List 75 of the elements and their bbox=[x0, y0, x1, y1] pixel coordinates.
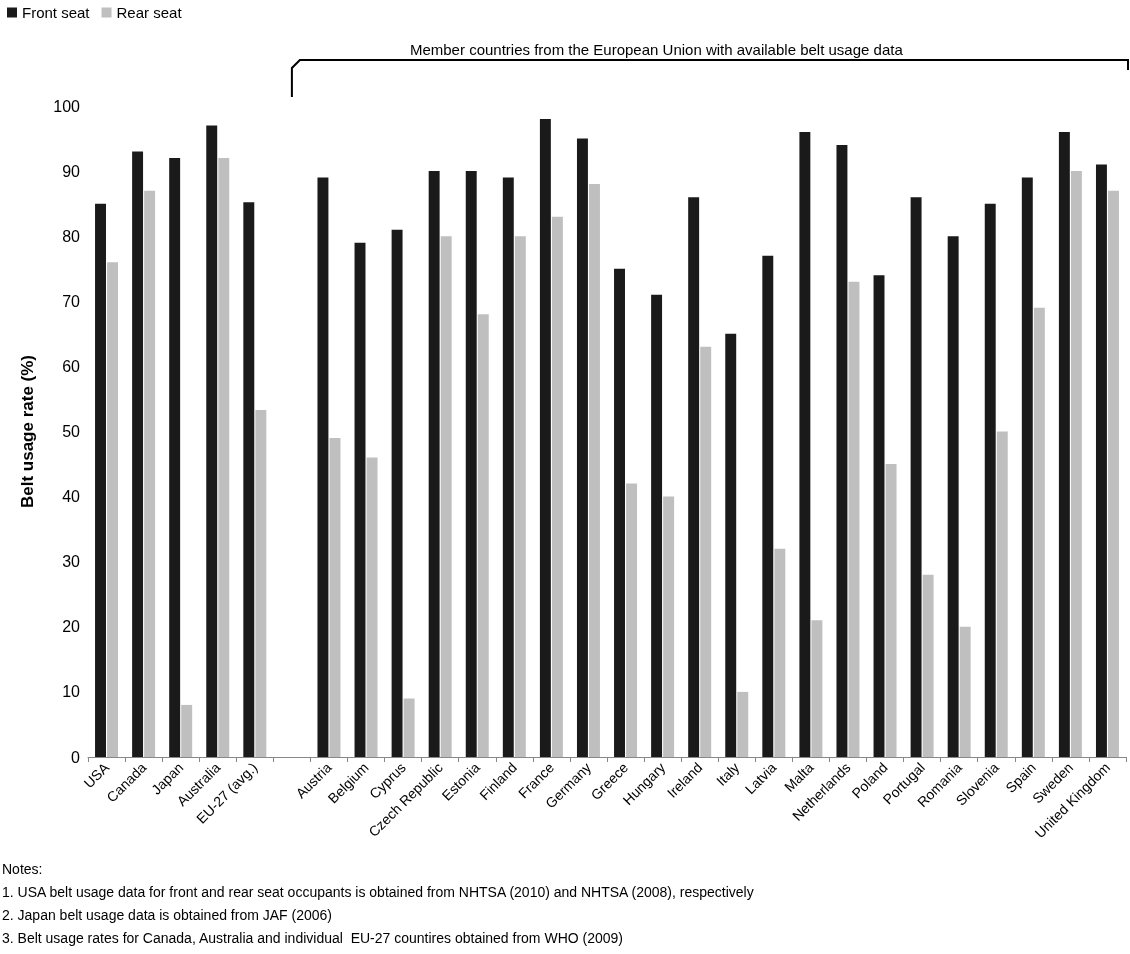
bar bbox=[169, 158, 181, 757]
y-tick-label: 30 bbox=[62, 553, 81, 571]
bar bbox=[885, 464, 897, 757]
y-tick-label: 60 bbox=[62, 357, 81, 375]
bar bbox=[576, 138, 588, 757]
bar bbox=[255, 410, 267, 757]
bar bbox=[688, 197, 700, 757]
bar bbox=[1108, 190, 1119, 757]
bar bbox=[947, 236, 959, 757]
bar bbox=[1058, 132, 1070, 757]
bar bbox=[848, 281, 860, 757]
y-tick-label: 10 bbox=[62, 683, 81, 701]
y-axis-title: Belt usage rate (%) bbox=[18, 354, 37, 509]
bar bbox=[1070, 171, 1082, 757]
bar bbox=[206, 125, 218, 757]
bar bbox=[428, 171, 440, 757]
bar bbox=[811, 620, 823, 757]
bar bbox=[873, 275, 885, 757]
bar bbox=[218, 158, 230, 757]
y-tick-label: 80 bbox=[62, 227, 81, 245]
bar bbox=[959, 626, 971, 757]
bar bbox=[502, 177, 514, 757]
bar bbox=[391, 229, 403, 757]
bar bbox=[465, 171, 477, 757]
bar bbox=[651, 294, 663, 757]
bar bbox=[107, 262, 119, 757]
bar bbox=[514, 236, 526, 757]
bar bbox=[354, 242, 366, 757]
bar bbox=[477, 314, 489, 757]
text: 2. Japan belt usage data is obtained from JAF (2006) bbox=[2, 907, 332, 923]
bar bbox=[910, 197, 922, 757]
bar bbox=[181, 704, 193, 757]
x-tick-label: Italy bbox=[712, 759, 743, 789]
bar bbox=[700, 346, 712, 757]
bar bbox=[799, 132, 811, 757]
bar bbox=[144, 190, 156, 757]
bar bbox=[762, 255, 774, 757]
bar bbox=[589, 184, 600, 757]
bar bbox=[440, 236, 452, 757]
bar bbox=[95, 203, 106, 757]
bar bbox=[1033, 307, 1045, 757]
legend-label: Front seat bbox=[22, 4, 91, 21]
bar bbox=[1021, 177, 1033, 757]
y-tick-label: 70 bbox=[62, 292, 81, 310]
y-tick-label: 90 bbox=[62, 162, 81, 180]
y-tick-label: 100 bbox=[53, 97, 81, 115]
y-tick-label: 20 bbox=[62, 618, 81, 636]
bar bbox=[1095, 164, 1107, 757]
x-tick-label: USA bbox=[80, 758, 113, 791]
bar bbox=[922, 574, 934, 757]
bar bbox=[317, 177, 329, 757]
text: 3. Belt usage rates for Canada, Australia and individual EU-27 countires obtained from WHO (2009) bbox=[2, 930, 623, 946]
bar bbox=[539, 119, 551, 757]
bar bbox=[663, 496, 675, 757]
text: Member countries from the European Union with available belt usage data bbox=[409, 41, 904, 58]
bar bbox=[984, 203, 996, 757]
y-tick-label: 40 bbox=[62, 488, 81, 506]
legend-label: Rear seat bbox=[116, 4, 183, 21]
bar bbox=[626, 483, 638, 757]
text: Notes: bbox=[2, 861, 43, 877]
bar bbox=[996, 431, 1008, 757]
bar bbox=[366, 457, 378, 757]
bar bbox=[132, 151, 144, 757]
bar bbox=[329, 438, 341, 757]
bar bbox=[551, 216, 563, 757]
text: 1. USA belt usage data for front and rear seat occupants is obtained from NHTSA (2010) and NHTSA (2008), respectively bbox=[2, 884, 754, 900]
bar bbox=[614, 268, 625, 757]
bar bbox=[737, 691, 749, 757]
bar bbox=[243, 202, 255, 757]
bar bbox=[725, 333, 737, 757]
y-tick-label: 50 bbox=[62, 423, 81, 440]
bar bbox=[774, 548, 786, 757]
bar bbox=[403, 698, 415, 757]
y-tick-label: 0 bbox=[71, 748, 81, 766]
bar bbox=[836, 145, 848, 757]
